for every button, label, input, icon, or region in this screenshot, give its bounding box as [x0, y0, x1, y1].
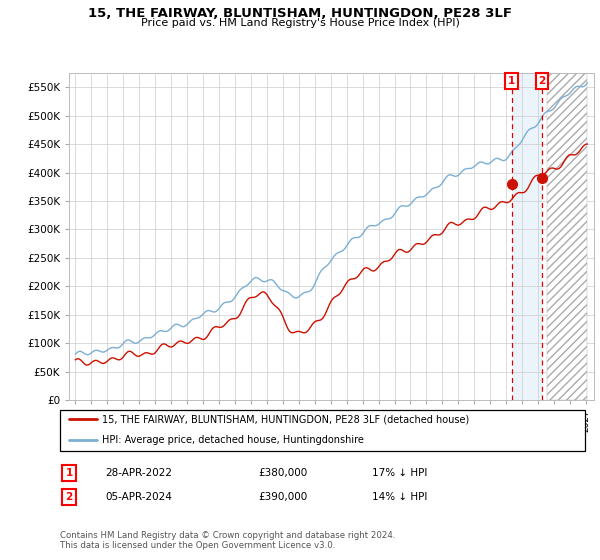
Text: 14% ↓ HPI: 14% ↓ HPI	[372, 492, 427, 502]
Text: Price paid vs. HM Land Registry's House Price Index (HPI): Price paid vs. HM Land Registry's House …	[140, 18, 460, 29]
Text: 2: 2	[539, 76, 546, 86]
Text: 1: 1	[508, 76, 515, 86]
Text: HPI: Average price, detached house, Huntingdonshire: HPI: Average price, detached house, Hunt…	[102, 435, 364, 445]
Text: 17% ↓ HPI: 17% ↓ HPI	[372, 468, 427, 478]
Text: 05-APR-2024: 05-APR-2024	[105, 492, 172, 502]
Text: £390,000: £390,000	[258, 492, 307, 502]
Text: £380,000: £380,000	[258, 468, 307, 478]
Text: 15, THE FAIRWAY, BLUNTISHAM, HUNTINGDON, PE28 3LF: 15, THE FAIRWAY, BLUNTISHAM, HUNTINGDON,…	[88, 7, 512, 20]
Text: 2: 2	[65, 492, 73, 502]
Text: 28-APR-2022: 28-APR-2022	[105, 468, 172, 478]
Text: 15, THE FAIRWAY, BLUNTISHAM, HUNTINGDON, PE28 3LF (detached house): 15, THE FAIRWAY, BLUNTISHAM, HUNTINGDON,…	[102, 414, 469, 424]
Text: Contains HM Land Registry data © Crown copyright and database right 2024.
This d: Contains HM Land Registry data © Crown c…	[60, 531, 395, 550]
Text: 1: 1	[65, 468, 73, 478]
